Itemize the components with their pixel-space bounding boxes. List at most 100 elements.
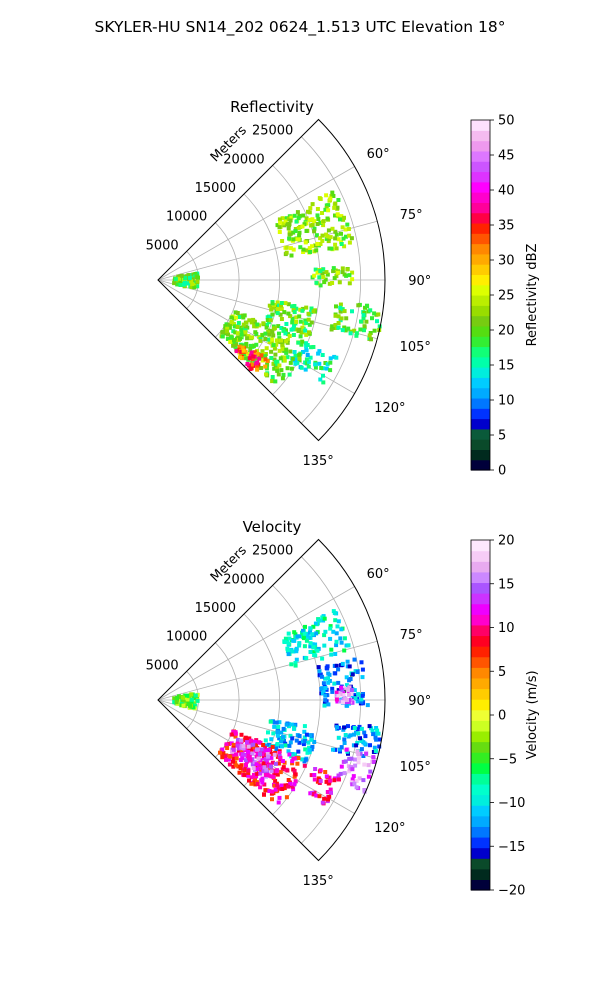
echo-cell [342,309,347,314]
echo-cell [243,325,248,329]
echo-cell [268,315,273,320]
echo-cell [189,697,194,702]
echo-cell [308,250,312,254]
echo-region [308,767,341,806]
echo-cell [283,636,288,641]
echo-cell [236,764,241,769]
echo-cell [264,346,269,351]
echo-cell [272,346,277,351]
colorbar-swatch [471,836,490,849]
echo-cell [332,681,337,686]
echo-cell [290,784,295,789]
colorbar-swatch [471,459,490,471]
echo-cell [315,222,320,226]
echo-cell [370,316,374,321]
echo-cell [318,269,323,273]
echo-cell [377,324,382,329]
echo-cell [292,350,297,354]
echo-cell [263,364,268,369]
echo-cell [322,703,327,708]
echo-cell [269,755,274,760]
echo-cell [260,349,265,354]
echo-cell [327,281,332,286]
echo-cell [291,333,296,337]
echo-cell [246,770,251,775]
echo-cell [314,248,319,253]
colorbar-tick-label: 30 [498,254,515,269]
echo-cell [318,242,323,246]
echo-cell [320,615,325,620]
echo-cell [333,313,338,318]
echo-cell [323,693,328,698]
colorbar-swatch [471,387,490,399]
echo-cell [259,353,264,358]
echo-cell [277,751,282,755]
echo-cell [284,245,289,250]
colorbar-swatch [471,233,490,245]
echo-cell [245,351,250,356]
echo-cell [326,680,331,685]
echo-cell [232,322,236,327]
echo-cell [284,347,289,352]
colorbar: 0 5 10 15 20 25 30 35 40 45 50 Reflectivity dBZ [470,114,540,479]
echo-cell [355,727,360,732]
colorbar-swatch [471,295,490,306]
echo-cell [289,722,294,727]
echo-cell [334,631,339,636]
echo-cell [189,692,194,697]
echo-cell [181,695,185,700]
echo-cell [175,282,180,287]
echo-cell [299,365,304,370]
colorbar-swatch [471,688,490,700]
radial-tick-label: 20000 [223,152,264,167]
echo-cell [227,322,232,327]
echo-cell [264,767,269,772]
echo-cell [331,269,336,274]
echo-cell [336,694,341,699]
echo-cell [275,730,280,734]
echo-region [282,609,351,668]
echo-cell [263,337,268,341]
echo-cell [310,632,315,637]
echo-cell [262,745,267,750]
azimuth-tick-label: 120° [374,821,405,836]
echo-cell [234,756,239,761]
echo-cell [287,334,292,338]
echo-cell [265,772,270,777]
echo-cell [293,229,298,233]
echo-cell [377,737,382,742]
echo-cell [309,345,314,350]
echo-cell [350,782,355,787]
colorbar-swatch [471,741,490,753]
azimuth-tick-label: 75° [400,208,423,223]
echo-cell [360,667,365,672]
echo-cell [251,354,256,359]
echo-cell [236,737,240,742]
echo-cell [253,768,257,773]
echo-cell [334,697,339,702]
colorbar-tick-label: 20 [498,534,515,549]
echo-cell [322,280,327,285]
echo-cell [292,324,296,329]
echo-cell [255,365,260,370]
echo-cell [342,325,347,330]
echo-cell [292,774,297,779]
echo-cell [243,332,248,337]
echo-cell [353,763,358,768]
echo-cell [251,742,256,747]
echo-cell [327,246,332,251]
echo-cell [350,277,355,282]
echo-cell [276,761,281,766]
echo-cell [283,331,288,336]
colorbar-swatch [471,315,490,327]
echo-cell [362,328,366,333]
echo-cell [344,234,348,239]
echo-cell [345,222,350,227]
echo-cell [287,236,292,241]
echo-cell [361,778,366,783]
echo-cell [196,275,200,280]
echo-cell [262,769,267,774]
echo-cell [248,346,253,351]
echo-cell [292,723,297,728]
echo-cell [304,248,309,253]
